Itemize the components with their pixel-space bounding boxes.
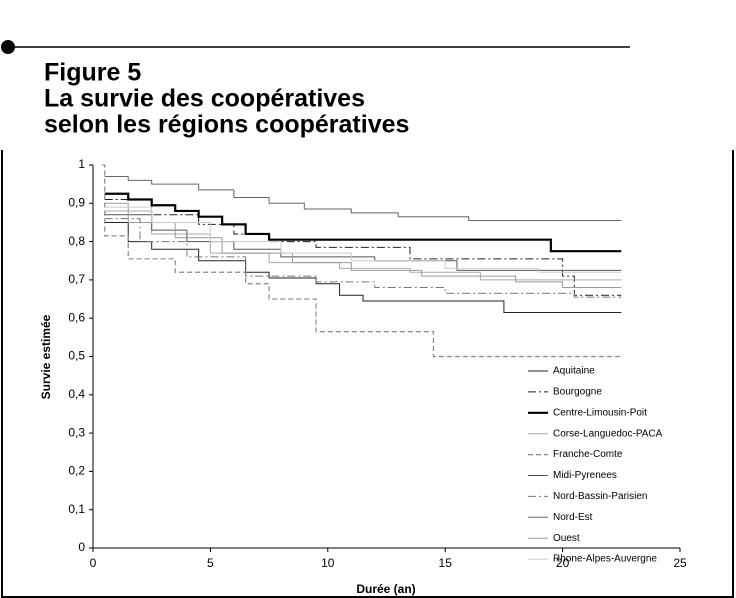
chart-title: La survie des coopératives: [44, 85, 365, 113]
legend-label: Ouest: [553, 533, 580, 544]
chart-title: Figure 5: [44, 59, 141, 87]
legend-label: Nord-Est: [553, 512, 593, 523]
survival-curve: [104, 214, 622, 271]
x-tick-label: 10: [321, 556, 335, 570]
survival-curve: [104, 175, 622, 222]
y-tick-label: 0,2: [68, 464, 85, 478]
y-tick-label: 0,8: [68, 234, 85, 248]
y-tick-label: 0,1: [68, 502, 85, 516]
y-axis-label: Survie estimée: [39, 314, 53, 399]
y-tick-label: 0,9: [68, 195, 85, 209]
legend-label: Aquitaine: [553, 366, 595, 377]
y-tick-label: 0,3: [68, 425, 85, 439]
frame: [1, 150, 734, 598]
legend-label: Rhone-Alpes-Auvergne: [553, 554, 657, 565]
y-tick-label: 0,5: [68, 349, 85, 363]
legend-label: Centre-Limousin-Poit: [553, 407, 647, 418]
chart-title: selon les régions coopératives: [44, 111, 409, 139]
legend-label: Nord-Bassin-Parisien: [553, 491, 647, 502]
x-tick-label: 0: [90, 556, 97, 570]
survival-curve: [104, 198, 622, 296]
legend-label: Bourgogne: [553, 387, 602, 398]
x-tick-label: 20: [556, 556, 570, 570]
y-tick-label: 0,6: [68, 310, 85, 324]
survival-curve: [104, 202, 622, 289]
x-axis-label: Durée (an): [356, 582, 415, 596]
survival-curve: [104, 221, 622, 313]
x-tick-label: 5: [207, 556, 214, 570]
survival-curve: [104, 192, 622, 253]
x-tick-label: 25: [673, 556, 687, 570]
y-tick-label: 1: [78, 157, 85, 171]
y-tick-label: 0: [78, 540, 85, 554]
survival-curve: [104, 210, 622, 281]
survival-curve: [102, 164, 622, 358]
legend-label: Midi-Pyrenees: [553, 470, 617, 481]
y-tick-label: 0,4: [68, 387, 85, 401]
legend-label: Corse-Languedoc-PACA: [553, 428, 663, 439]
x-tick-label: 15: [439, 556, 453, 570]
legend-label: Franche-Comte: [553, 449, 623, 460]
y-tick-label: 0,7: [68, 272, 85, 286]
survival-curve: [104, 218, 622, 298]
survival-curve: [104, 206, 622, 273]
